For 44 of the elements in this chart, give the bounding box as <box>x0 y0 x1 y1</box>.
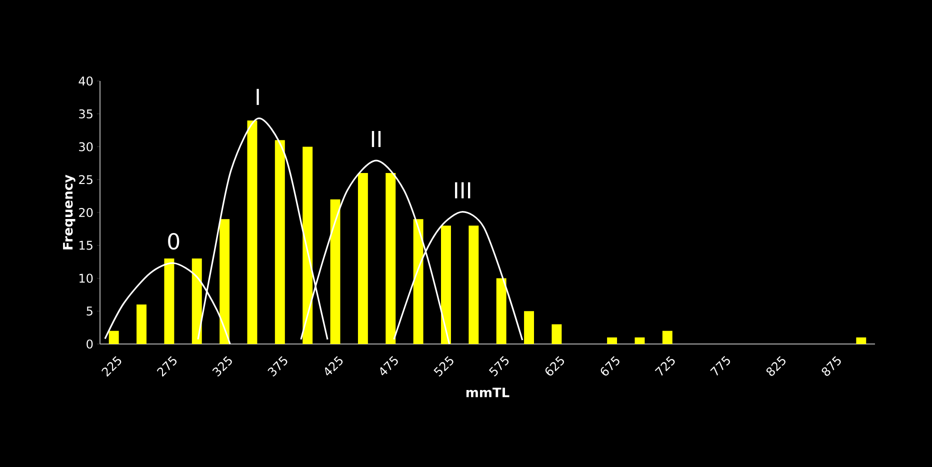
bar <box>330 199 340 344</box>
bar <box>856 337 866 344</box>
bar <box>220 219 230 344</box>
bar <box>634 337 645 344</box>
y-tick-label: 35 <box>79 109 92 118</box>
bar <box>607 337 618 344</box>
annotation: II <box>372 130 381 148</box>
x-axis-title: mmTL <box>466 388 510 398</box>
y-tick-label: 20 <box>79 208 93 218</box>
bar <box>108 330 119 344</box>
x-tick-label: 875 <box>822 356 841 376</box>
annotation: III <box>455 182 470 198</box>
y-tick-label: 15 <box>80 240 92 250</box>
bar <box>552 324 562 344</box>
bar <box>302 146 313 344</box>
x-tick-label: 825 <box>766 356 786 376</box>
x-tick-label: 675 <box>600 356 620 376</box>
y-tick-label: 0 <box>86 339 93 349</box>
bar <box>247 120 258 344</box>
x-tick-label: 775 <box>710 356 730 376</box>
bar <box>441 226 451 344</box>
y-tick-label: 5 <box>86 306 92 316</box>
y-tick-label: 40 <box>78 76 93 86</box>
annotation: 0 <box>168 232 180 250</box>
bar <box>192 258 202 344</box>
x-tick-label: 475 <box>380 356 398 376</box>
y-tick-label: 30 <box>79 142 93 152</box>
x-tick-label: 425 <box>324 356 343 376</box>
bar <box>358 173 368 344</box>
y-tick-label: 10 <box>80 274 93 283</box>
bar <box>136 304 147 344</box>
bar <box>386 173 396 344</box>
bar <box>468 226 479 344</box>
bar <box>524 311 534 344</box>
y-axis-title: Frequency <box>63 174 76 250</box>
y-tick-label: 25 <box>79 175 92 184</box>
bar <box>496 278 506 344</box>
bar <box>164 258 174 344</box>
bar <box>662 330 672 344</box>
bar <box>274 140 285 344</box>
x-tick-label: 725 <box>654 356 675 376</box>
bar <box>413 219 424 344</box>
annotation: I <box>256 88 259 105</box>
x-tick-label: 625 <box>545 356 564 376</box>
